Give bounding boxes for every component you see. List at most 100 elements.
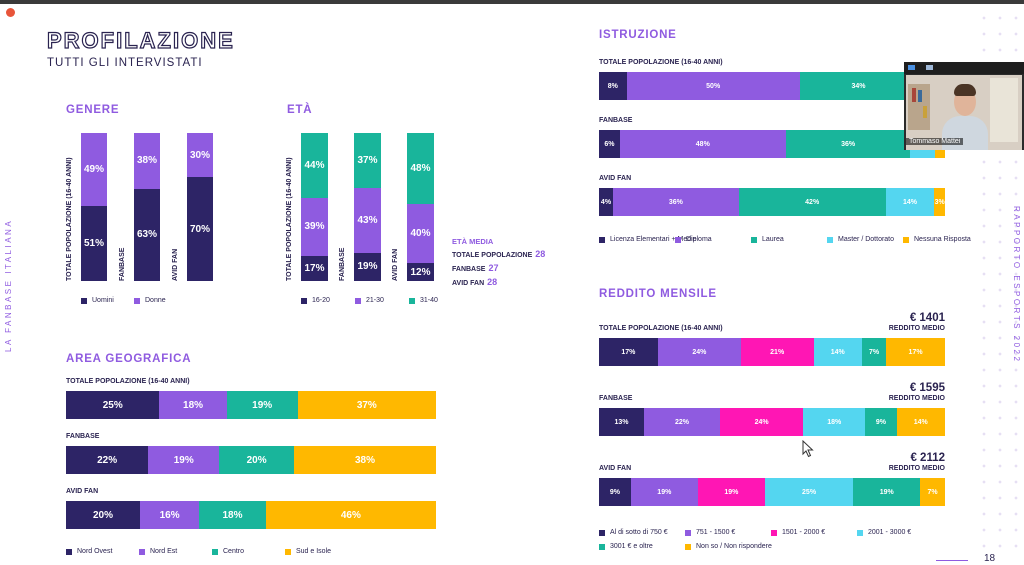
bar-segment: 8% (599, 72, 627, 100)
legend-label: Laurea (762, 236, 784, 243)
legend-swatch (301, 297, 307, 304)
column-segment: 37% (354, 133, 381, 189)
legend-label: Non so / Non rispondere (696, 543, 772, 550)
bar-segment: 18% (199, 501, 266, 529)
bar-segment: 38% (293, 446, 436, 474)
eta-media-label: FANBASE (452, 266, 486, 273)
legend: Al di sotto di 750 € 751 - 1500 € 1501 - 2… (599, 529, 945, 550)
legend-swatch (599, 543, 605, 550)
legend-swatch (857, 529, 863, 536)
legend-item: 1501 - 2000 € (771, 529, 857, 536)
legend: Licenza Elementari + Medie Diploma Laurea M… (599, 236, 979, 243)
column-segment: 30% (187, 133, 213, 178)
legend-swatch (81, 297, 87, 304)
bar-segment: 3% (934, 188, 945, 216)
page-number: 18 (984, 553, 996, 564)
legend-item: 751 - 1500 € (685, 529, 771, 536)
legend-label: 2001 - 3000 € (868, 529, 912, 536)
column-segment: 38% (134, 133, 160, 189)
legend-item: Nord Ovest (66, 548, 139, 555)
stacked-column: 37% 43% 19% (354, 133, 381, 281)
bar-segment: 4% (599, 188, 613, 216)
column-segment: 12% (407, 263, 434, 281)
video-call-thumbnail[interactable]: Tommaso Mattei (904, 62, 1024, 150)
legend-item: Laurea (751, 236, 827, 243)
legend-swatch (827, 236, 833, 243)
stacked-bar: 13% 22% 24% 18% 9% 14% (599, 408, 945, 436)
legend-swatch (134, 297, 140, 304)
video-book (918, 90, 922, 102)
legend-swatch (285, 548, 291, 555)
bar-segment: 34% (799, 72, 918, 100)
column-label: TOTALE POPOLAZIONE (16-40 ANNI) (66, 157, 73, 281)
row-label: TOTALE POPOLAZIONE (16-40 ANNI) (599, 59, 723, 66)
bar-segment: 17% (886, 338, 945, 366)
bar-segment: 25% (66, 391, 160, 419)
legend-swatch (355, 297, 361, 304)
eta-media-row: AVID FAN 28 (452, 276, 545, 290)
legend-label: 751 - 1500 € (696, 529, 736, 536)
column-segment: 44% (301, 133, 328, 199)
eta-media-value: 28 (535, 249, 546, 259)
legend-swatch (599, 529, 605, 536)
chart-title-genere: GENERE (66, 104, 120, 116)
legend-swatch (66, 548, 72, 555)
row-label: AVID FAN (599, 175, 632, 182)
video-window (990, 78, 1018, 142)
mouse-cursor-icon (802, 440, 814, 458)
column-segment: 39% (301, 198, 328, 256)
bar-segment: 9% (865, 408, 897, 436)
column-segment: 70% (187, 177, 213, 281)
column-segment: 51% (81, 205, 107, 281)
legend-item: Centro (212, 548, 285, 555)
stacked-bar: 17% 24% 21% 14% 7% 17% (599, 338, 945, 366)
legend-label: 3001 € e oltre (610, 543, 653, 550)
bar-segment: 46% (265, 501, 436, 529)
legend-item: Uomini (81, 297, 134, 304)
legend-label: Diploma (686, 236, 712, 243)
legend-label: 1501 - 2000 € (782, 529, 826, 536)
eta-media-value: 28 (487, 277, 498, 287)
stacked-bar: 22% 19% 20% 38% (66, 446, 436, 474)
column-segment: 63% (134, 188, 160, 281)
column-label: FANBASE (119, 247, 126, 281)
average-income-caption: REDDITO MEDIO (888, 325, 945, 333)
bar-segment: 13% (599, 408, 644, 436)
page-subtitle: TUTTI GLI INTERVISTATI (47, 57, 203, 69)
video-control-icon[interactable] (908, 65, 915, 70)
legend-item: Master / Dottorato (827, 236, 903, 243)
legend-item: 31-40 (409, 297, 463, 304)
column-label: AVID FAN (172, 248, 179, 281)
video-control-icon[interactable] (926, 65, 933, 70)
row-label: FANBASE (599, 395, 633, 402)
bar-segment: 19% (697, 478, 765, 506)
legend-item: 2001 - 3000 € (857, 529, 943, 536)
legend-swatch (751, 236, 757, 243)
page-divider (936, 560, 968, 561)
column-label: FANBASE (339, 247, 346, 281)
row-label: AVID FAN (66, 488, 99, 495)
legend-label: Donne (145, 297, 166, 304)
legend-label: Al di sotto di 750 € (610, 529, 668, 536)
average-income-caption: REDDITO MEDIO (888, 465, 945, 473)
bar-segment: 18% (803, 408, 866, 436)
bar-segment: 7% (920, 478, 945, 506)
average-income-caption: REDDITO MEDIO (888, 395, 945, 403)
legend-item: Non so / Non rispondere (685, 543, 772, 550)
stacked-column: 30% 70% (187, 133, 213, 281)
bar-segment: 20% (219, 446, 294, 474)
bar-segment: 16% (140, 501, 200, 529)
video-header (904, 62, 1024, 74)
eta-media-value: 27 (488, 263, 499, 273)
legend-swatch (675, 236, 681, 243)
stacked-bar: 8%50%34%6%2% (599, 72, 945, 100)
row-label: TOTALE POPOLAZIONE (16-40 ANNI) (66, 378, 190, 385)
legend-swatch (685, 543, 691, 550)
column-segment: 43% (354, 188, 381, 253)
legend-item: Al di sotto di 750 € (599, 529, 685, 536)
bar-segment: 7% (861, 338, 887, 366)
bar-segment: 19% (226, 391, 298, 419)
legend-item: 16-20 (301, 297, 355, 304)
legend-label: Sud e Isole (296, 548, 332, 555)
bar-segment: 36% (785, 130, 911, 158)
